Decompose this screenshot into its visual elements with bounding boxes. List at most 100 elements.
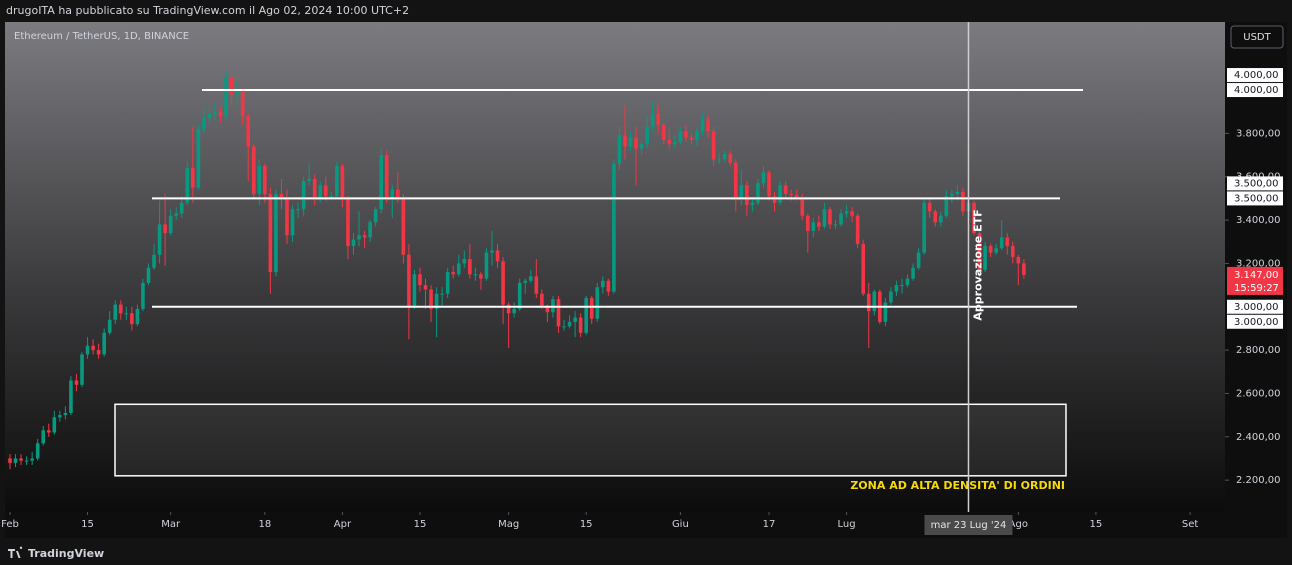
y-tick-label: 3.400,00 (1236, 215, 1281, 226)
candle-body (174, 213, 178, 216)
candle-body (451, 272, 456, 275)
candle-body (401, 198, 406, 255)
candle (135, 304, 140, 327)
candle (861, 239, 866, 296)
candle-body (423, 285, 428, 290)
candle-body (107, 319, 112, 333)
candle-body (434, 293, 439, 309)
candle (124, 306, 129, 320)
candle (783, 181, 788, 199)
candle-body (927, 202, 932, 212)
candle-body (335, 165, 339, 197)
candle (401, 194, 406, 264)
candle (684, 124, 688, 143)
candle-body (722, 153, 727, 160)
candle (528, 269, 533, 283)
candle-body (191, 168, 195, 188)
candle (578, 313, 583, 338)
currency-button[interactable] (1230, 25, 1284, 49)
candle-body (251, 146, 256, 195)
candle-body (584, 298, 588, 333)
candle-body (911, 267, 915, 279)
candle-body (772, 196, 777, 203)
candle-body (789, 194, 793, 196)
candle-body (318, 185, 323, 199)
candle (623, 105, 627, 160)
candle (412, 269, 417, 309)
candle (240, 87, 245, 125)
candle (301, 176, 306, 216)
candle (811, 217, 816, 238)
candle (833, 220, 838, 229)
author-line: drugoITA ha pubblicato su TradingView.co… (6, 4, 409, 17)
level-price-label: 3.000,00 (1234, 302, 1279, 313)
candle-body (312, 178, 317, 199)
candle (894, 280, 899, 296)
level-price-box (1227, 68, 1283, 83)
candle (872, 289, 877, 316)
event-date-label: mar 23 Lug '24 (931, 520, 1007, 531)
event-date-box (924, 515, 1013, 535)
candle-body (567, 321, 572, 327)
candle-body (634, 137, 638, 149)
currency-label[interactable]: USDT (1243, 32, 1271, 43)
brand-logo (8, 546, 23, 558)
candle-body (41, 430, 46, 444)
candle-body (794, 195, 799, 199)
candle-body (512, 308, 516, 314)
candle (80, 352, 84, 387)
candle (1022, 259, 1026, 279)
candle-body (495, 250, 500, 262)
candle-body (229, 77, 234, 95)
candle-body (307, 178, 311, 182)
candle (850, 207, 854, 223)
candle-body (706, 119, 710, 132)
candle-body (733, 162, 738, 199)
candle (490, 230, 494, 266)
candle (844, 204, 849, 218)
x-tick-label: 15 (414, 519, 427, 530)
candle-body (761, 172, 766, 184)
brand: TradingView (8, 546, 104, 560)
candle (279, 178, 284, 210)
candle (152, 243, 156, 270)
candle-body (24, 460, 29, 462)
candle (202, 105, 206, 134)
candle (456, 254, 461, 277)
candle (13, 454, 18, 468)
candle (1005, 233, 1010, 255)
candle (839, 209, 843, 227)
candle (650, 100, 655, 132)
candle-body (983, 246, 987, 270)
candle-body (728, 153, 733, 163)
candle (595, 282, 600, 322)
candle (523, 278, 528, 294)
candle-body (861, 243, 866, 294)
candle-body (8, 458, 12, 463)
candle (855, 213, 860, 249)
candle (251, 144, 256, 199)
candle (384, 150, 389, 203)
y-tick-label: 2.200,00 (1236, 475, 1281, 486)
candle-body (468, 259, 472, 275)
candle (434, 287, 439, 338)
candle-body (872, 291, 877, 312)
candle (423, 278, 428, 309)
last-price-label: 3.147,00 (1234, 270, 1279, 281)
candle (312, 174, 317, 205)
candle (711, 126, 716, 166)
candle (113, 300, 118, 325)
time-axis (5, 512, 1225, 538)
candle (767, 170, 771, 201)
candle-body (916, 252, 921, 268)
candle-body (329, 196, 334, 198)
candle (678, 126, 683, 145)
candle-body (850, 211, 854, 216)
candle (916, 248, 921, 270)
candle-body (689, 137, 694, 140)
candle (866, 282, 871, 348)
candle (229, 70, 234, 106)
candle (950, 189, 954, 203)
candle (96, 343, 101, 359)
